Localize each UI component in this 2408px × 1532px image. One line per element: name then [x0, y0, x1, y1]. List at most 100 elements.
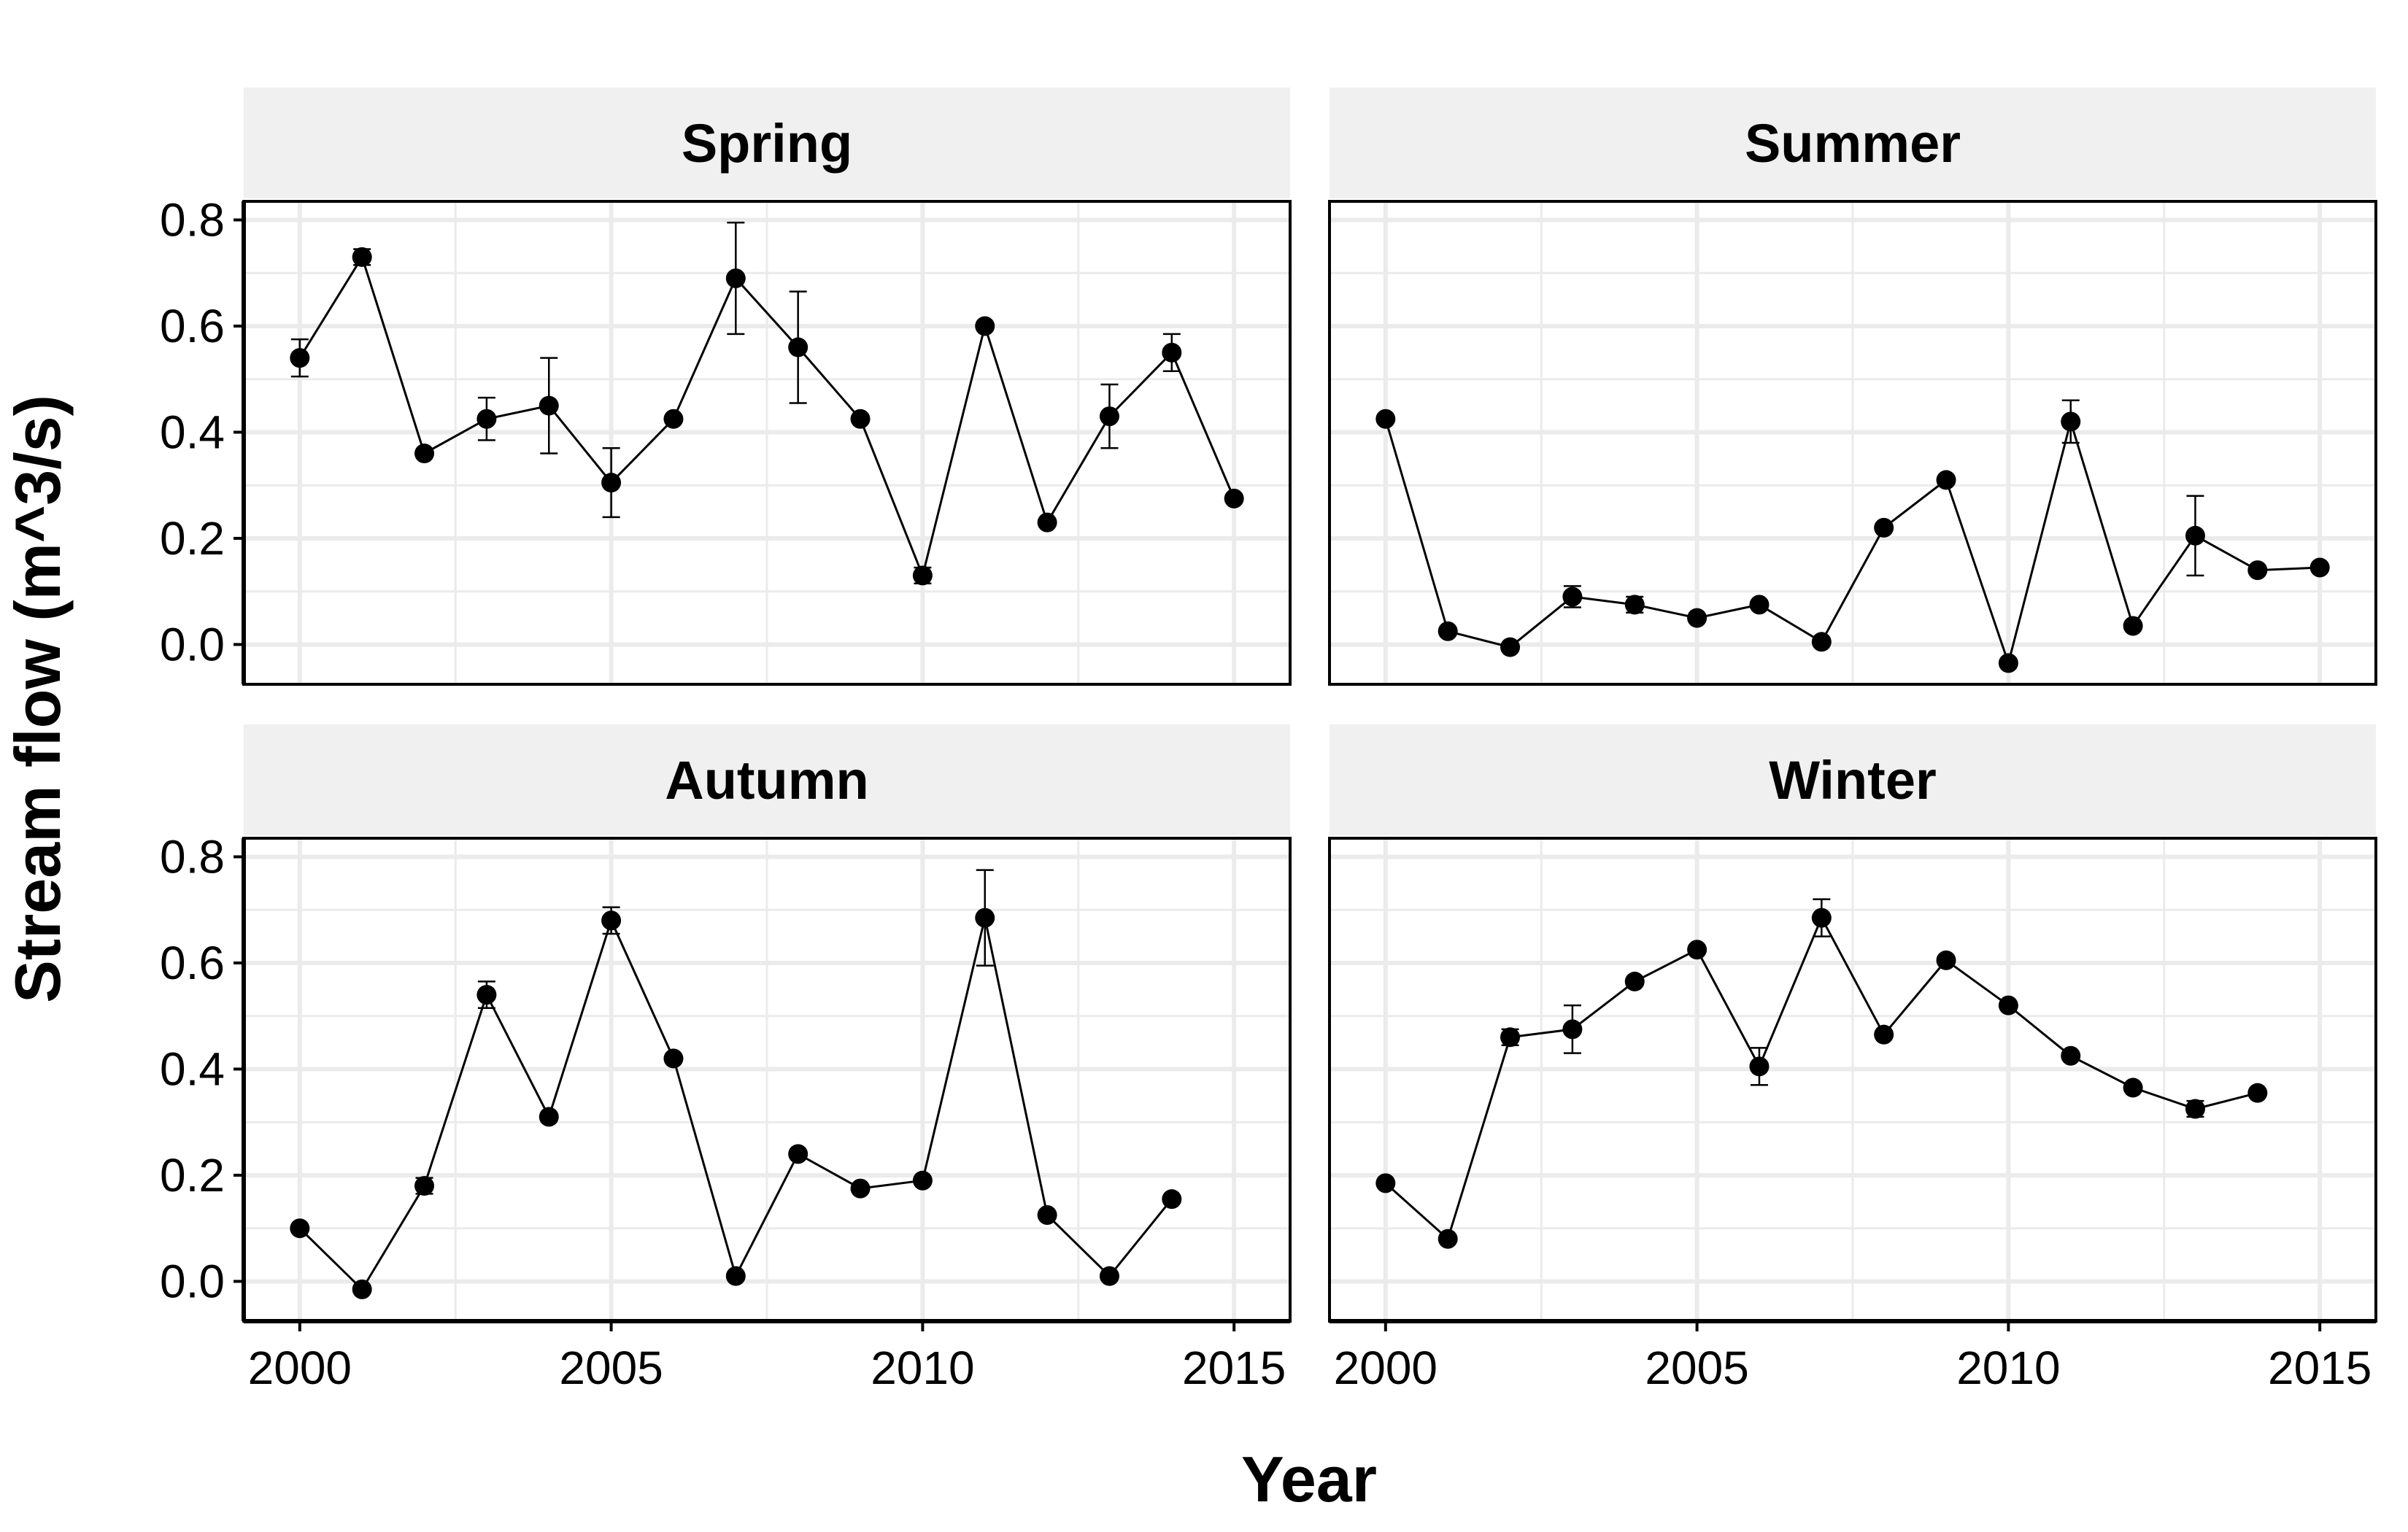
y-tick-label: 0.0 [160, 1255, 225, 1307]
data-point [975, 908, 995, 928]
data-point [663, 409, 684, 429]
data-point [1874, 1024, 1894, 1045]
data-point [414, 444, 435, 464]
data-point [1811, 908, 1832, 928]
data-point [1624, 595, 1645, 615]
data-point [1749, 1056, 1770, 1077]
data-point [2123, 616, 2143, 636]
strip-background [244, 724, 1290, 835]
data-point [1562, 1019, 1583, 1040]
x-tick-label: 2000 [248, 1342, 352, 1394]
data-point [1162, 342, 1182, 363]
data-point [788, 337, 809, 357]
data-point [1687, 940, 1707, 960]
panel-spring: Spring [242, 88, 1292, 686]
data-point [1099, 406, 1119, 427]
data-point [1500, 637, 1521, 657]
data-point [725, 1266, 746, 1286]
data-point [601, 910, 622, 931]
data-point [2247, 560, 2268, 581]
data-point [414, 1175, 435, 1196]
data-point [1438, 621, 1458, 641]
y-tick-label: 0.4 [160, 406, 225, 458]
data-point [290, 1218, 310, 1239]
data-point [1438, 1229, 1458, 1249]
x-tick-label: 2005 [559, 1342, 663, 1394]
data-point [1811, 632, 1832, 652]
data-point [912, 565, 933, 586]
x-tick-label: 2010 [871, 1342, 974, 1394]
data-point [663, 1048, 684, 1069]
data-point [2185, 525, 2205, 546]
data-point [476, 985, 497, 1005]
data-point [788, 1144, 809, 1164]
data-point [1500, 1027, 1521, 1048]
data-point [1375, 1173, 1396, 1194]
data-point [975, 316, 995, 336]
data-point [1375, 409, 1396, 429]
y-tick-label: 0.8 [160, 830, 225, 883]
strip-background [244, 88, 1290, 198]
data-point [1099, 1266, 1119, 1286]
data-point [2123, 1078, 2143, 1098]
data-point [1037, 512, 1057, 533]
data-point [290, 348, 310, 368]
y-tick-label: 0.2 [160, 1149, 225, 1202]
data-point [476, 409, 497, 429]
panel-winter: Winter [1328, 724, 2377, 1323]
data-point [1749, 595, 1770, 615]
x-tick-label: 2015 [2268, 1342, 2372, 1394]
strip-background [1330, 724, 2376, 835]
y-tick-label: 0.6 [160, 937, 225, 989]
data-point [850, 409, 871, 429]
panel-summer: Summer [1328, 88, 2377, 686]
data-point [850, 1178, 871, 1199]
data-point [2061, 411, 2081, 432]
panel-border [1328, 200, 2377, 686]
strip-label-summer: Summer [1745, 113, 1961, 174]
data-point [1687, 608, 1707, 628]
data-point [1037, 1205, 1057, 1226]
data-point [2061, 1045, 2081, 1066]
data-point [2309, 557, 2330, 578]
y-tick-label: 0.0 [160, 618, 225, 670]
strip-label-autumn: Autumn [665, 750, 869, 811]
data-point [1224, 488, 1244, 508]
x-tick-label: 2015 [1182, 1342, 1286, 1394]
series-line-summer [1384, 417, 2320, 668]
data-point [2185, 1099, 2205, 1119]
data-point [725, 268, 746, 288]
panels: Spring Summer Autumn Winter [242, 88, 2377, 1323]
data-point [1936, 470, 1956, 490]
x-axis-title: Year [1241, 1443, 1377, 1515]
data-point [539, 395, 559, 416]
strip-label-spring: Spring [682, 113, 852, 174]
strip-label-winter: Winter [1769, 750, 1937, 811]
data-point [1162, 1189, 1182, 1210]
data-point [1936, 950, 1956, 970]
data-point [1998, 995, 2018, 1015]
data-point [539, 1107, 559, 1127]
series-line-spring [298, 254, 1235, 579]
y-tick-label: 0.8 [160, 193, 225, 246]
y-tick-label: 0.4 [160, 1042, 225, 1095]
x-tick-label: 2005 [1645, 1342, 1748, 1394]
data-point [1624, 971, 1645, 991]
data-point [2247, 1083, 2268, 1103]
panel-autumn: Autumn [242, 724, 1292, 1323]
data-point [1562, 587, 1583, 607]
data-point [1998, 653, 2018, 673]
y-tick-label: 0.6 [160, 300, 225, 352]
data-point [352, 1279, 372, 1299]
y-axis-title: Stream flow (m^3/s) [1, 395, 74, 1003]
data-point [1874, 517, 1894, 538]
x-tick-label: 2010 [1956, 1342, 2060, 1394]
strip-background [1330, 88, 2376, 198]
y-tick-label: 0.2 [160, 512, 225, 565]
data-point [352, 247, 372, 267]
data-point [601, 473, 622, 493]
x-tick-label: 2000 [1334, 1342, 1438, 1394]
axes: 0.0 0.2 0.4 0.6 0.8 0.0 0.2 0.4 0.6 0.8 2000 2005 20… [160, 193, 2376, 1394]
data-point [912, 1170, 933, 1191]
